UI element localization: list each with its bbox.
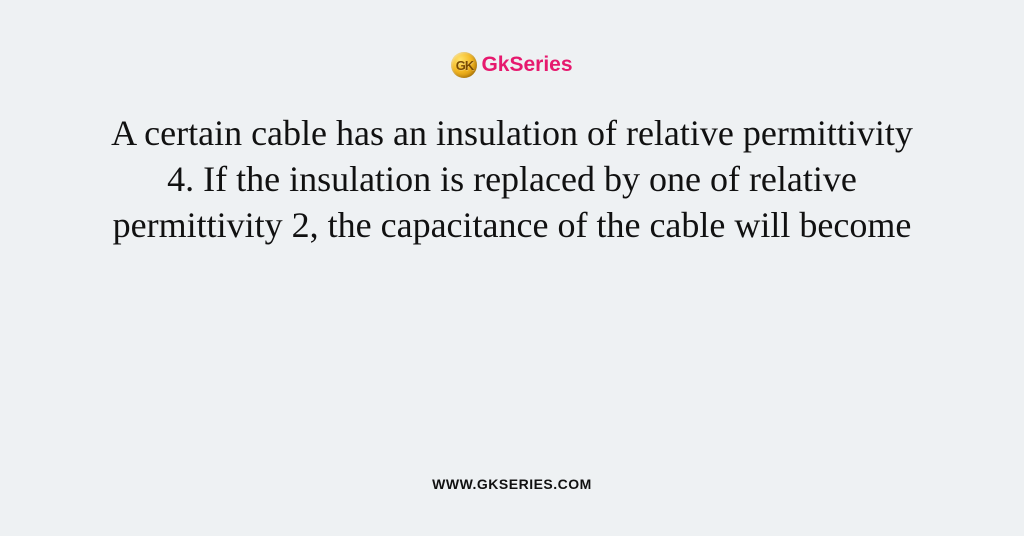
- logo-badge-icon: GK: [451, 52, 477, 78]
- footer-url: WWW.GKSERIES.COM: [0, 476, 1024, 492]
- question-text: A certain cable has an insulation of rel…: [97, 110, 927, 248]
- brand-logo: GK GkSeries: [451, 52, 572, 78]
- logo-badge-text: GK: [456, 58, 474, 73]
- brand-name: GkSeries: [481, 53, 572, 77]
